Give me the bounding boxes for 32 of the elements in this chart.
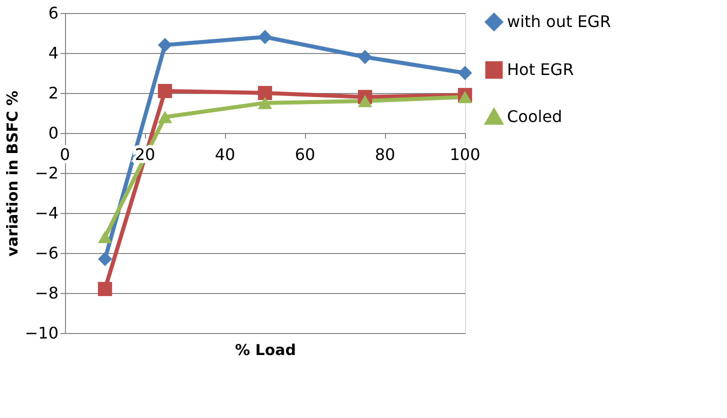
x-tick-label: 80 xyxy=(374,145,396,164)
y-tick-label: 2 xyxy=(48,84,58,102)
x-axis-title: % Load xyxy=(235,341,296,359)
point xyxy=(98,230,112,244)
y-axis-title: variation in BSFC % xyxy=(4,90,22,256)
point xyxy=(258,30,272,44)
point xyxy=(158,38,172,52)
point xyxy=(158,84,172,98)
y-tick-label: −6 xyxy=(34,244,58,262)
point xyxy=(98,252,112,266)
y-tick-label: 4 xyxy=(48,44,58,62)
x-tick-label: 60 xyxy=(294,145,316,164)
legend-label: with out EGR xyxy=(507,12,611,31)
y-tick-label: 0 xyxy=(48,124,58,142)
y-tick-label: 6 xyxy=(48,4,58,22)
x-tick-label: 40 xyxy=(214,145,236,164)
point xyxy=(458,66,472,80)
x-tick-label: 0 xyxy=(60,145,70,164)
point xyxy=(358,94,372,108)
y-tick-label: −8 xyxy=(34,284,58,302)
point xyxy=(458,90,472,104)
y-tick-label: −4 xyxy=(34,204,58,222)
point xyxy=(158,110,172,124)
point xyxy=(258,86,272,100)
legend-label: Cooled xyxy=(507,107,562,126)
point xyxy=(98,282,112,296)
point xyxy=(358,50,372,64)
x-tick-label: 100 xyxy=(450,145,480,164)
y-tick-label: −10 xyxy=(24,324,58,342)
y-tick-label: −2 xyxy=(34,164,58,182)
point xyxy=(258,96,272,110)
legend-label: Hot EGR xyxy=(507,60,574,79)
